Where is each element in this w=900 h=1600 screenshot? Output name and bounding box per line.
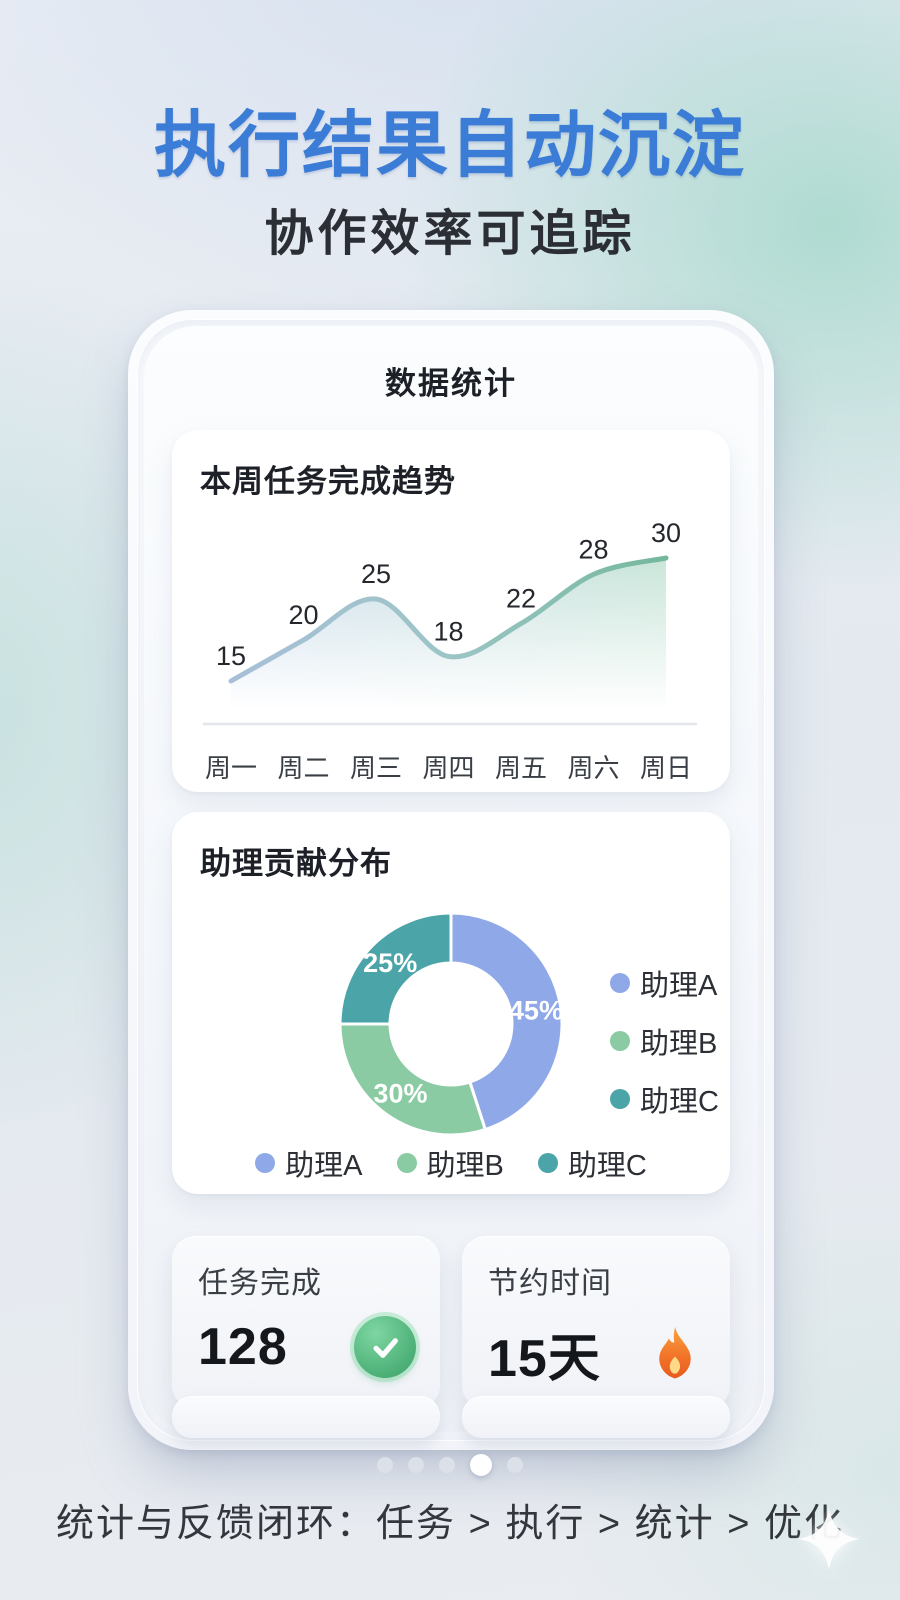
legend-dot-icon	[537, 1153, 558, 1173]
legend-dot-icon	[396, 1153, 417, 1173]
legend-label: 助理B	[426, 1150, 504, 1182]
donut-percent-label: 45%	[509, 996, 563, 1026]
page-dot[interactable]	[507, 1457, 523, 1473]
donut-legend-bottom: 助理A 助理B 助理C	[172, 1142, 730, 1184]
axis-label: 周五	[494, 753, 548, 783]
legend-dot-icon	[610, 1031, 630, 1051]
point-label: 28	[578, 534, 608, 564]
donut-slice	[338, 1022, 487, 1137]
donut-card: 助理贡献分布 45% 30% 25% 助理A 助理B 助理C 助理A 助理B 助理C	[172, 812, 730, 1194]
stubs-row	[172, 1396, 730, 1438]
point-label: 30	[651, 518, 681, 548]
point-label: 20	[288, 600, 318, 630]
axis-label: 周二	[277, 753, 330, 783]
legend-label: 助理A	[640, 970, 718, 1002]
legend-item: 助理A	[255, 1142, 363, 1184]
axis-label: 周三	[349, 753, 403, 783]
hero-title: 执行结果自动沉淀	[153, 106, 746, 186]
axis-label: 周四	[422, 753, 475, 783]
donut-chart-svg: 45% 30% 25%	[338, 911, 564, 1137]
page-dots	[0, 1452, 900, 1478]
donut-percent-label: 25%	[363, 948, 417, 978]
phone-header-title: 数据统计	[385, 366, 517, 401]
stat-card-time: 节约时间 15天	[462, 1236, 730, 1409]
donut-legend-right: 助理A 助理B 助理C	[610, 962, 719, 1120]
donut-card-title: 助理贡献分布	[200, 846, 392, 881]
donut-chart: 45% 30% 25%	[301, 874, 601, 1174]
stats-row: 任务完成 128 节约时间 15天	[172, 1236, 730, 1409]
axis-label: 周六	[567, 753, 620, 783]
legend-item: 助理C	[610, 1078, 719, 1120]
legend-label: 助理A	[285, 1150, 363, 1182]
legend-item: 助理B	[396, 1142, 504, 1184]
legend-dot-icon	[610, 973, 630, 993]
donut-slice	[338, 911, 453, 1026]
trend-x-labels: 周一 周二 周三 周四 周五 周六 周日	[188, 748, 712, 783]
trend-chart-svg: 15 20 25 18 22 28 30	[202, 518, 698, 726]
legend-label: 助理C	[640, 1086, 719, 1118]
page-dot-active[interactable]	[470, 1454, 492, 1476]
stat-label: 节约时间	[488, 1267, 612, 1300]
axis-label: 周一	[204, 753, 258, 783]
footer-caption: 统计与反馈闭环：任务 > 执行 > 统计 > 优化	[56, 1503, 844, 1545]
page-dot[interactable]	[377, 1457, 393, 1473]
trend-chart: 15 20 25 18 22 28 30	[188, 504, 712, 744]
fire-icon	[644, 1323, 706, 1385]
page-dot[interactable]	[439, 1457, 455, 1473]
sparkle-icon	[798, 1508, 860, 1570]
phone-mockup: 数据统计 本周任务完成趋势 15 20 25 18 22 28 30 周一 周二 周三 周四 周五周…	[128, 310, 774, 1450]
hero-subtitle: 协作效率可追踪	[264, 207, 636, 261]
point-label: 18	[433, 616, 463, 646]
trend-card: 本周任务完成趋势 15 20 25 18 22 28 30 周一 周二 周三 周四 周五 周六 周日	[172, 430, 730, 792]
legend-dot-icon	[255, 1153, 276, 1173]
check-icon	[354, 1316, 416, 1378]
legend-label: 助理C	[567, 1150, 647, 1182]
donut-percent-label: 30%	[373, 1079, 427, 1109]
legend-item: 助理C	[537, 1142, 647, 1184]
donut-slice	[449, 911, 564, 1132]
stat-value: 128	[198, 1318, 288, 1376]
stat-label: 任务完成	[198, 1267, 322, 1300]
placeholder-card	[462, 1396, 730, 1438]
axis-label: 周日	[639, 753, 693, 783]
legend-item: 助理B	[610, 1020, 719, 1062]
point-label: 25	[361, 559, 391, 589]
legend-label: 助理B	[640, 1028, 718, 1060]
point-label: 22	[506, 584, 536, 614]
placeholder-card	[172, 1396, 440, 1438]
stat-card-tasks: 任务完成 128	[172, 1236, 440, 1409]
legend-dot-icon	[610, 1089, 630, 1109]
trend-card-title: 本周任务完成趋势	[200, 464, 456, 499]
stat-value: 15天	[488, 1330, 601, 1388]
legend-item: 助理A	[610, 962, 719, 1004]
trend-line	[228, 555, 669, 684]
point-label: 15	[216, 641, 246, 671]
page-dot[interactable]	[408, 1457, 424, 1473]
